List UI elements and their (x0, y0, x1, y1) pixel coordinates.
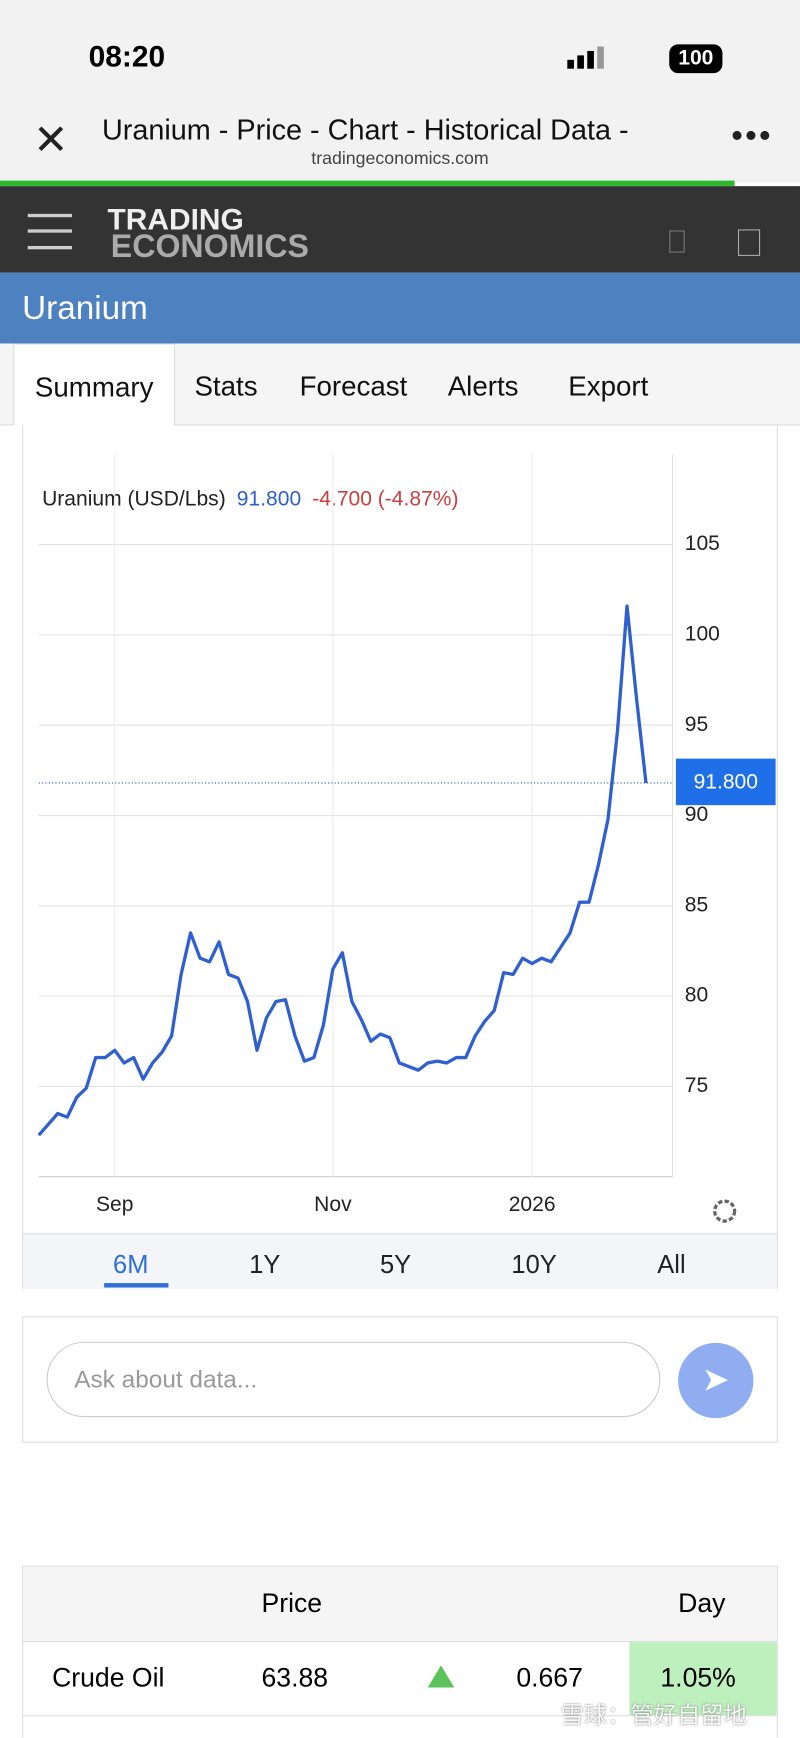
y-tick-label: 75 (685, 1074, 708, 1097)
progress-bar (0, 180, 735, 187)
top-bar (0, 0, 800, 183)
legend-item: 91.800 (237, 487, 301, 510)
ask-card (22, 1316, 778, 1443)
table-header (23, 1566, 777, 1643)
tab[interactable]: Export (568, 371, 649, 403)
cell[interactable]: Crude Oil (52, 1663, 165, 1694)
x-tick-label: 2026 (509, 1193, 556, 1216)
range-button[interactable]: 6M (113, 1249, 149, 1279)
menu-button[interactable]: ••• (731, 117, 773, 155)
y-tick-label: 90 (685, 803, 708, 826)
ask-input[interactable]: Ask about data... (46, 1341, 661, 1418)
y-tick-label: 105 (685, 532, 720, 555)
site-header (0, 186, 800, 273)
url: tradingeconomics.com (311, 149, 489, 169)
y-tick-label: 100 (685, 622, 720, 645)
range-button[interactable]: 10Y (511, 1249, 557, 1279)
cell: 1.05% (660, 1663, 736, 1694)
change-cell-bg (629, 1642, 777, 1716)
range-button[interactable]: All (657, 1249, 686, 1279)
title-bar (0, 272, 800, 344)
legend: Uranium (USD/Lbs) 91.800 -4.700 (-4.87%) (42, 487, 458, 510)
x-tick-label: Sep (96, 1193, 133, 1216)
range-button[interactable]: 5Y (379, 1249, 412, 1279)
header-cell: Day (678, 1588, 726, 1619)
tab[interactable]: Summary (13, 343, 176, 426)
row-divider (23, 1715, 777, 1717)
tab[interactable]: Stats (194, 371, 258, 403)
chart: Uranium (USD/Lbs) 91.800 -4.700 (-4.87%) 75… (37, 454, 776, 1223)
legend-item: -4.700 (-4.87%) (312, 487, 458, 510)
battery: 100 (669, 44, 723, 74)
y-tick-label: 95 (685, 713, 708, 736)
y-tick-label: 80 (685, 984, 708, 1007)
cell: 63.88 (261, 1663, 329, 1694)
close-button[interactable]: ✕ (33, 117, 69, 164)
section-title: Uranium (22, 290, 148, 327)
last-price-label: 91.800 (694, 771, 758, 794)
tab[interactable]: Alerts (447, 371, 519, 403)
logo-top: TRADING (107, 202, 244, 237)
up-arrow (427, 1665, 455, 1688)
icon[interactable] (737, 229, 761, 256)
last-price-tag (675, 758, 776, 806)
settings-icon[interactable] (713, 1199, 737, 1223)
logo-bottom: ECONOMICS (110, 229, 309, 265)
price-line (37, 604, 648, 1137)
x-tick-label: Nov (314, 1193, 352, 1216)
watermark: 雪球：管好自留地 (560, 1703, 747, 1729)
legend-item: Uranium (USD/Lbs) (42, 487, 226, 510)
clock: 08:20 (88, 39, 166, 74)
cell: 0.667 (516, 1663, 583, 1694)
header-cell: Price (261, 1588, 323, 1619)
tab[interactable]: Forecast (299, 371, 408, 403)
send-button[interactable]: ➤ (678, 1342, 754, 1419)
hamburger[interactable] (27, 213, 73, 250)
y-tick-label: 85 (685, 893, 708, 916)
page-title: Uranium - Price - Chart - Historical Dat… (101, 113, 629, 147)
icon[interactable] (669, 230, 685, 253)
range-bar (23, 1233, 777, 1289)
signal-icon (567, 46, 605, 69)
range-button[interactable]: 1Y (249, 1249, 281, 1279)
range-underline (104, 1283, 169, 1288)
